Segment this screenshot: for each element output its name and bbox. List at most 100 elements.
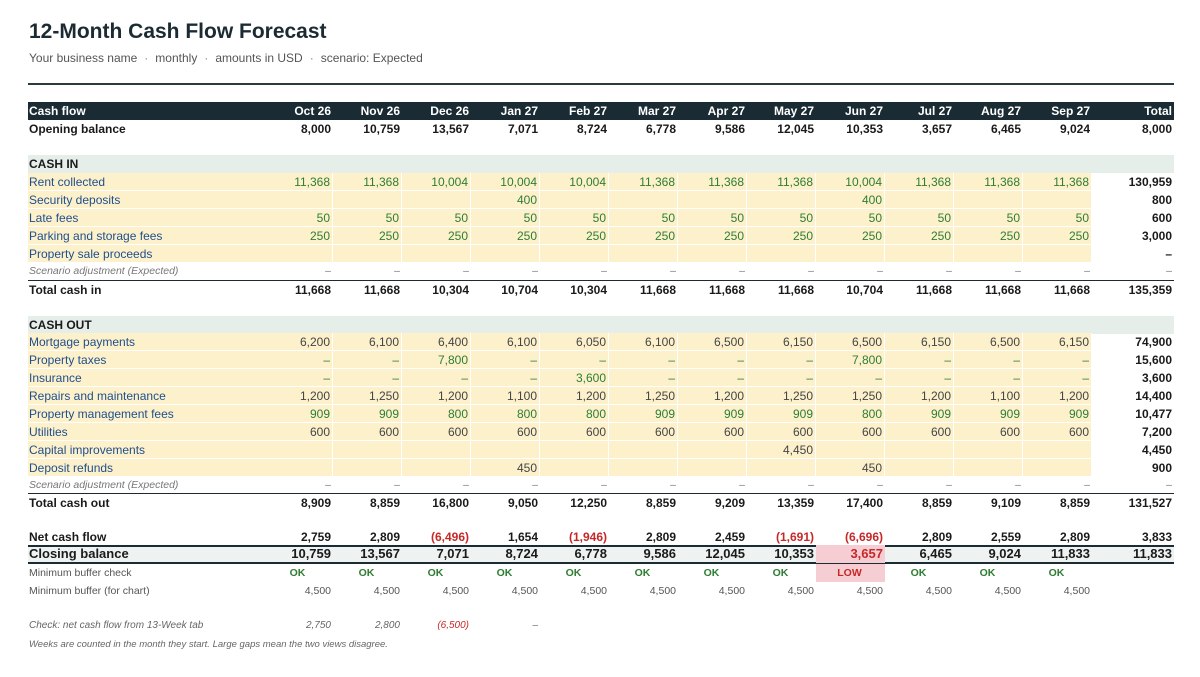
input-cell[interactable]: 600 bbox=[264, 423, 333, 441]
input-cell[interactable]: 6,400 bbox=[402, 333, 471, 351]
input-cell[interactable]: 800 bbox=[540, 405, 609, 423]
input-cell[interactable] bbox=[816, 441, 885, 459]
input-cell[interactable]: 1,200 bbox=[540, 387, 609, 405]
input-cell[interactable]: 250 bbox=[471, 227, 540, 245]
input-cell[interactable] bbox=[333, 191, 402, 209]
input-cell[interactable]: 50 bbox=[264, 209, 333, 227]
input-cell[interactable] bbox=[609, 245, 678, 263]
input-cell[interactable] bbox=[540, 191, 609, 209]
input-cell[interactable] bbox=[678, 441, 747, 459]
input-cell[interactable]: 250 bbox=[402, 227, 471, 245]
input-cell[interactable]: 1,200 bbox=[1023, 387, 1092, 405]
input-cell[interactable]: 10,004 bbox=[471, 173, 540, 191]
input-cell[interactable] bbox=[954, 459, 1023, 477]
input-cell[interactable]: 909 bbox=[609, 405, 678, 423]
input-cell[interactable] bbox=[1023, 245, 1092, 263]
input-cell[interactable]: – bbox=[609, 351, 678, 369]
input-cell[interactable]: 50 bbox=[885, 209, 954, 227]
input-cell[interactable]: 800 bbox=[402, 405, 471, 423]
input-cell[interactable]: 600 bbox=[816, 423, 885, 441]
input-cell[interactable]: 250 bbox=[540, 227, 609, 245]
input-cell[interactable]: 6,500 bbox=[678, 333, 747, 351]
input-cell[interactable]: 11,368 bbox=[954, 173, 1023, 191]
input-cell[interactable]: 1,200 bbox=[402, 387, 471, 405]
input-cell[interactable]: 6,200 bbox=[264, 333, 333, 351]
input-cell[interactable]: 1,250 bbox=[609, 387, 678, 405]
input-cell[interactable]: 6,150 bbox=[747, 333, 816, 351]
input-cell[interactable]: 600 bbox=[747, 423, 816, 441]
input-cell[interactable]: 50 bbox=[747, 209, 816, 227]
input-cell[interactable]: – bbox=[609, 369, 678, 387]
input-cell[interactable]: – bbox=[540, 351, 609, 369]
input-cell[interactable]: 11,368 bbox=[264, 173, 333, 191]
input-cell[interactable]: 250 bbox=[609, 227, 678, 245]
input-cell[interactable]: 600 bbox=[1023, 423, 1092, 441]
input-cell[interactable] bbox=[402, 245, 471, 263]
input-cell[interactable]: 6,100 bbox=[333, 333, 402, 351]
input-cell[interactable] bbox=[264, 459, 333, 477]
input-cell[interactable] bbox=[609, 459, 678, 477]
input-cell[interactable]: 909 bbox=[954, 405, 1023, 423]
input-cell[interactable]: – bbox=[816, 369, 885, 387]
input-cell[interactable]: – bbox=[1023, 369, 1092, 387]
input-cell[interactable]: 1,100 bbox=[954, 387, 1023, 405]
input-cell[interactable]: 50 bbox=[333, 209, 402, 227]
input-cell[interactable] bbox=[609, 191, 678, 209]
input-cell[interactable] bbox=[402, 441, 471, 459]
input-cell[interactable]: 11,368 bbox=[1023, 173, 1092, 191]
input-cell[interactable] bbox=[954, 441, 1023, 459]
input-cell[interactable]: 11,368 bbox=[333, 173, 402, 191]
input-cell[interactable]: – bbox=[885, 351, 954, 369]
input-cell[interactable]: 11,368 bbox=[678, 173, 747, 191]
input-cell[interactable]: – bbox=[747, 351, 816, 369]
input-cell[interactable] bbox=[402, 191, 471, 209]
input-cell[interactable] bbox=[1023, 441, 1092, 459]
input-cell[interactable]: 1,250 bbox=[747, 387, 816, 405]
input-cell[interactable]: 909 bbox=[333, 405, 402, 423]
input-cell[interactable]: 800 bbox=[816, 405, 885, 423]
input-cell[interactable]: – bbox=[747, 369, 816, 387]
input-cell[interactable]: 6,500 bbox=[954, 333, 1023, 351]
input-cell[interactable]: 250 bbox=[747, 227, 816, 245]
input-cell[interactable]: 909 bbox=[1023, 405, 1092, 423]
input-cell[interactable]: 4,450 bbox=[747, 441, 816, 459]
input-cell[interactable]: – bbox=[471, 369, 540, 387]
input-cell[interactable]: 6,150 bbox=[885, 333, 954, 351]
input-cell[interactable]: 50 bbox=[954, 209, 1023, 227]
input-cell[interactable]: 6,100 bbox=[471, 333, 540, 351]
input-cell[interactable]: 600 bbox=[678, 423, 747, 441]
input-cell[interactable]: – bbox=[264, 351, 333, 369]
input-cell[interactable]: 800 bbox=[471, 405, 540, 423]
input-cell[interactable]: 909 bbox=[885, 405, 954, 423]
input-cell[interactable]: – bbox=[678, 351, 747, 369]
input-cell[interactable] bbox=[333, 441, 402, 459]
input-cell[interactable]: 6,150 bbox=[1023, 333, 1092, 351]
input-cell[interactable] bbox=[678, 245, 747, 263]
input-cell[interactable]: – bbox=[1023, 351, 1092, 369]
input-cell[interactable]: 6,050 bbox=[540, 333, 609, 351]
input-cell[interactable]: 250 bbox=[885, 227, 954, 245]
input-cell[interactable]: 250 bbox=[333, 227, 402, 245]
input-cell[interactable] bbox=[747, 245, 816, 263]
input-cell[interactable] bbox=[678, 191, 747, 209]
input-cell[interactable]: – bbox=[333, 351, 402, 369]
input-cell[interactable] bbox=[264, 245, 333, 263]
input-cell[interactable]: – bbox=[678, 369, 747, 387]
input-cell[interactable]: 909 bbox=[747, 405, 816, 423]
input-cell[interactable]: 6,100 bbox=[609, 333, 678, 351]
input-cell[interactable] bbox=[609, 441, 678, 459]
input-cell[interactable]: 1,200 bbox=[264, 387, 333, 405]
input-cell[interactable]: 250 bbox=[678, 227, 747, 245]
input-cell[interactable]: 250 bbox=[1023, 227, 1092, 245]
input-cell[interactable] bbox=[747, 459, 816, 477]
input-cell[interactable] bbox=[1023, 191, 1092, 209]
input-cell[interactable]: 50 bbox=[1023, 209, 1092, 227]
input-cell[interactable] bbox=[471, 441, 540, 459]
input-cell[interactable]: 1,200 bbox=[678, 387, 747, 405]
input-cell[interactable]: 1,200 bbox=[885, 387, 954, 405]
input-cell[interactable] bbox=[540, 245, 609, 263]
input-cell[interactable]: 909 bbox=[264, 405, 333, 423]
input-cell[interactable] bbox=[402, 459, 471, 477]
input-cell[interactable] bbox=[264, 441, 333, 459]
input-cell[interactable] bbox=[540, 441, 609, 459]
